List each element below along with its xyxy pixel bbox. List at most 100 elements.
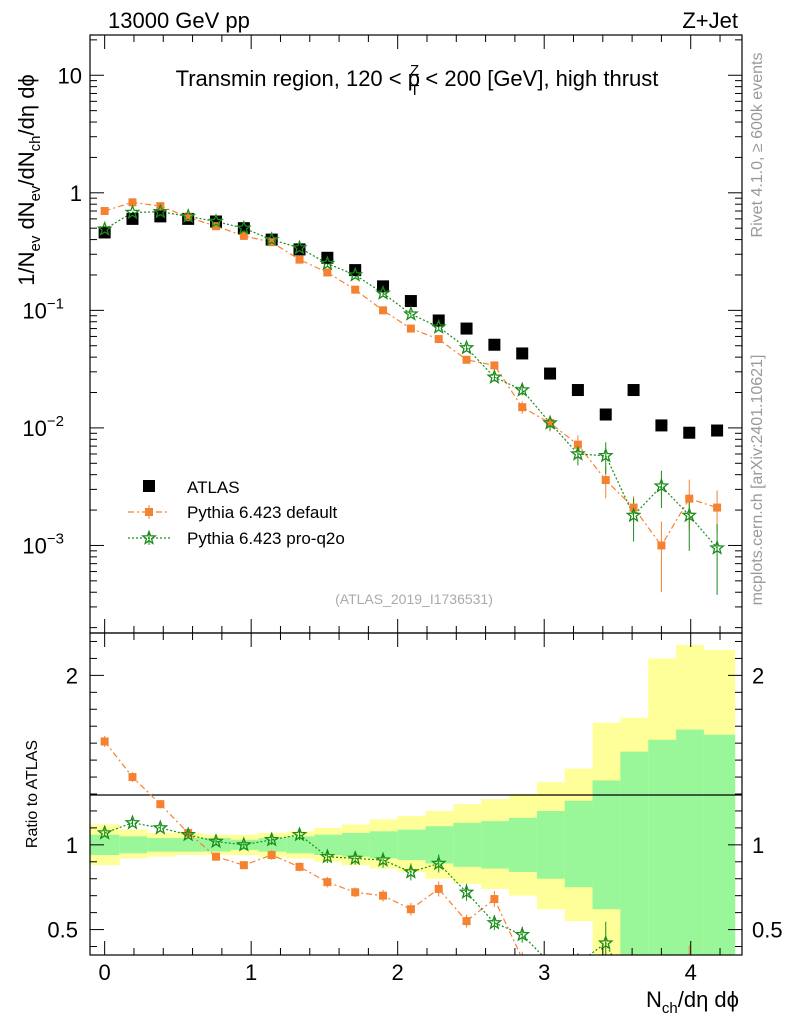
ratio-band-inner [147, 838, 176, 852]
ratio-band-inner [620, 751, 649, 955]
ratio-default-point [462, 917, 471, 926]
rivet-label: Rivet 4.1.0, ≥ 600k events [749, 53, 766, 238]
proq2o-point [597, 447, 614, 463]
default-point [351, 285, 360, 294]
y-tick-label-ratio-right: 0.5 [752, 918, 783, 943]
analysis-id-label: (ATLAS_2019_I1736531) [335, 591, 493, 607]
y-tick-label-ratio-left: 0.5 [47, 918, 78, 943]
ratio-band-inner [564, 800, 594, 888]
ratio-band-inner [174, 838, 204, 852]
ratio-series-group [96, 736, 721, 1003]
default-point [462, 355, 471, 364]
ratio-band-inner [90, 834, 120, 856]
legend-atlas-marker [143, 480, 155, 492]
ratio-default-point [128, 773, 137, 782]
default-point [184, 213, 193, 222]
default-point [573, 440, 582, 449]
ratio-proq2o-point [458, 883, 475, 900]
ratio-band-inner [536, 810, 566, 879]
default-point [490, 361, 499, 370]
ratio-default-point [156, 800, 165, 809]
ratio-proq2o-point [375, 851, 391, 867]
default-point [295, 255, 304, 264]
ratio-proq2o-point [152, 819, 169, 835]
y-tick-label-main: 1 [70, 181, 82, 206]
process-label: Z+Jet [682, 8, 738, 33]
default-point [434, 335, 443, 344]
proq2o-point [458, 339, 475, 355]
atlas-point [599, 408, 612, 421]
ratio-band-inner [481, 821, 510, 869]
default-point [657, 541, 666, 550]
main-panel: 10 1 10−1 10−2 10−3 [22, 34, 743, 634]
proq2o-point [291, 239, 308, 255]
ratio-proq2o-point [486, 914, 503, 930]
ratio-proq2o-point [208, 833, 224, 849]
ratio-default-point [379, 891, 388, 900]
proq2o-point [514, 381, 531, 397]
ratio-default-point [295, 862, 304, 871]
default-point [100, 207, 109, 216]
proq2o-point [96, 220, 113, 237]
ratio-default-point [713, 971, 721, 979]
proq2o-point [375, 284, 391, 300]
ratio-band-inner [286, 836, 315, 854]
proq2o-point [542, 414, 558, 430]
legend-proq2o-label: Pythia 6.423 pro-q2o [187, 529, 345, 548]
ratio-proq2o-point [96, 824, 113, 840]
ratio-band-inner [342, 832, 371, 857]
atlas-point [571, 384, 584, 397]
ratio-default-point [267, 851, 276, 860]
ratio-default-point [602, 963, 610, 971]
default-point [379, 306, 388, 315]
ratio-band-inner [648, 739, 677, 955]
default-point [685, 494, 694, 503]
proq2o-point [681, 507, 698, 523]
ratio-proq2o-point [430, 855, 447, 871]
legend-atlas-label: ATLAS [187, 478, 240, 497]
default-point [239, 231, 248, 240]
y-axis-label-main: 1/Nev dNev/dNch/dη dϕ [14, 74, 44, 286]
atlas-point [711, 424, 724, 437]
x-tick-label: 4 [685, 960, 697, 985]
default-point [406, 324, 415, 333]
proq2o-point [625, 507, 642, 523]
legend-default-marker [145, 508, 153, 516]
ratio-band-inner [119, 836, 148, 854]
ratio-default-point [212, 852, 221, 861]
ratio-proq2o-point [597, 934, 614, 950]
proq2o-point [263, 231, 280, 247]
default-point [212, 222, 221, 231]
y-tick-label-ratio-right: 1 [752, 833, 764, 858]
legend-default-label: Pythia 6.423 default [187, 503, 338, 522]
y-axis-label-ratio: Ratio to ATLAS [24, 740, 41, 848]
proq2o-point [347, 266, 364, 282]
atlas-point [516, 347, 529, 360]
ratio-default-point [323, 878, 332, 887]
ratio-proq2o-point [627, 991, 639, 1003]
legend: ATLAS Pythia 6.423 default Pythia 6.423 … [128, 478, 345, 548]
ratio-default-point [574, 959, 582, 967]
proq2o-point [152, 203, 169, 219]
legend-proq2o-marker [141, 529, 157, 545]
proq2o-point [402, 305, 419, 321]
default-point [128, 198, 137, 207]
y-tick-label-main: 10−1 [22, 295, 64, 323]
ratio-proq2o-point [347, 850, 364, 866]
y-tick-label-ratio-left: 2 [66, 663, 78, 688]
default-point [713, 503, 722, 512]
ratio-band-inner [397, 829, 427, 861]
ratio-band-inner [592, 780, 621, 910]
ratio-panel: 2 2 1 1 0.5 0.5 0 1 2 3 4 [47, 632, 783, 1003]
default-point [546, 419, 555, 428]
proq2o-point [486, 368, 503, 385]
ratio-default-point [351, 888, 360, 897]
y-tick-label-main: 10−3 [22, 530, 64, 558]
ratio-proq2o-point [235, 836, 252, 852]
y-tick-label-ratio-right: 2 [752, 663, 764, 688]
proq2o-point [430, 318, 447, 334]
x-tick-label: 2 [392, 960, 404, 985]
proq2o-point [319, 255, 336, 271]
default-point [323, 268, 332, 277]
